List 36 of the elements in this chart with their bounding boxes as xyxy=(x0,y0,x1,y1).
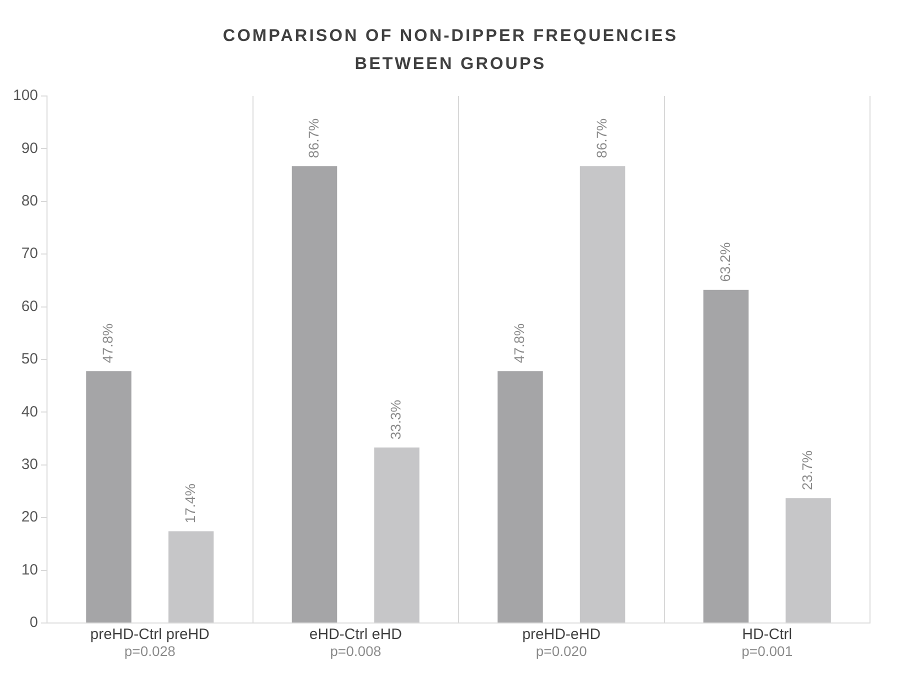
bar xyxy=(292,166,338,622)
y-tick-label: 100 xyxy=(12,87,38,104)
y-tick-label: 20 xyxy=(21,508,38,526)
x-tick-label: preHD-Ctrl preHD xyxy=(90,626,210,644)
x-tick-label: preHD-eHD xyxy=(522,626,601,644)
y-tick-label: 60 xyxy=(21,298,38,315)
chart-title: COMPARISON OF NON-DIPPER FREQUENCIES BETWEEN GROUPS xyxy=(222,25,680,75)
data-label: 86.7% xyxy=(305,118,322,158)
data-label: 33.3% xyxy=(388,400,404,440)
text: p=0.008 xyxy=(330,642,382,659)
y-tick-label: 10 xyxy=(21,561,38,578)
y-tick-label: 30 xyxy=(21,456,38,474)
y-tick-label: 70 xyxy=(21,245,38,262)
y-tick-label: 40 xyxy=(21,403,38,420)
text: p=0.020 xyxy=(536,642,588,659)
bar xyxy=(580,166,626,622)
x-tick-label: HD-Ctrl xyxy=(742,626,792,644)
bar xyxy=(498,371,543,622)
y-tick-label: 0 xyxy=(30,614,38,632)
y-tick-label: 90 xyxy=(21,140,38,157)
x-tick-label: eHD-Ctrl eHD xyxy=(309,626,402,644)
bar xyxy=(86,371,132,622)
bar xyxy=(374,448,420,622)
data-label: 47.8% xyxy=(100,323,116,364)
data-label: 17.4% xyxy=(182,484,198,524)
text: p=0.028 xyxy=(124,642,176,659)
data-label: 23.7% xyxy=(799,450,816,490)
y-tick-label: 80 xyxy=(21,192,38,210)
text: p=0.001 xyxy=(742,642,793,659)
data-label: 63.2% xyxy=(716,242,733,282)
data-label: 47.8% xyxy=(511,323,528,364)
y-tick-label: 50 xyxy=(21,350,38,368)
bar xyxy=(703,290,749,622)
bar xyxy=(786,498,831,622)
data-label: 86.7% xyxy=(593,118,610,158)
bar xyxy=(168,531,214,622)
